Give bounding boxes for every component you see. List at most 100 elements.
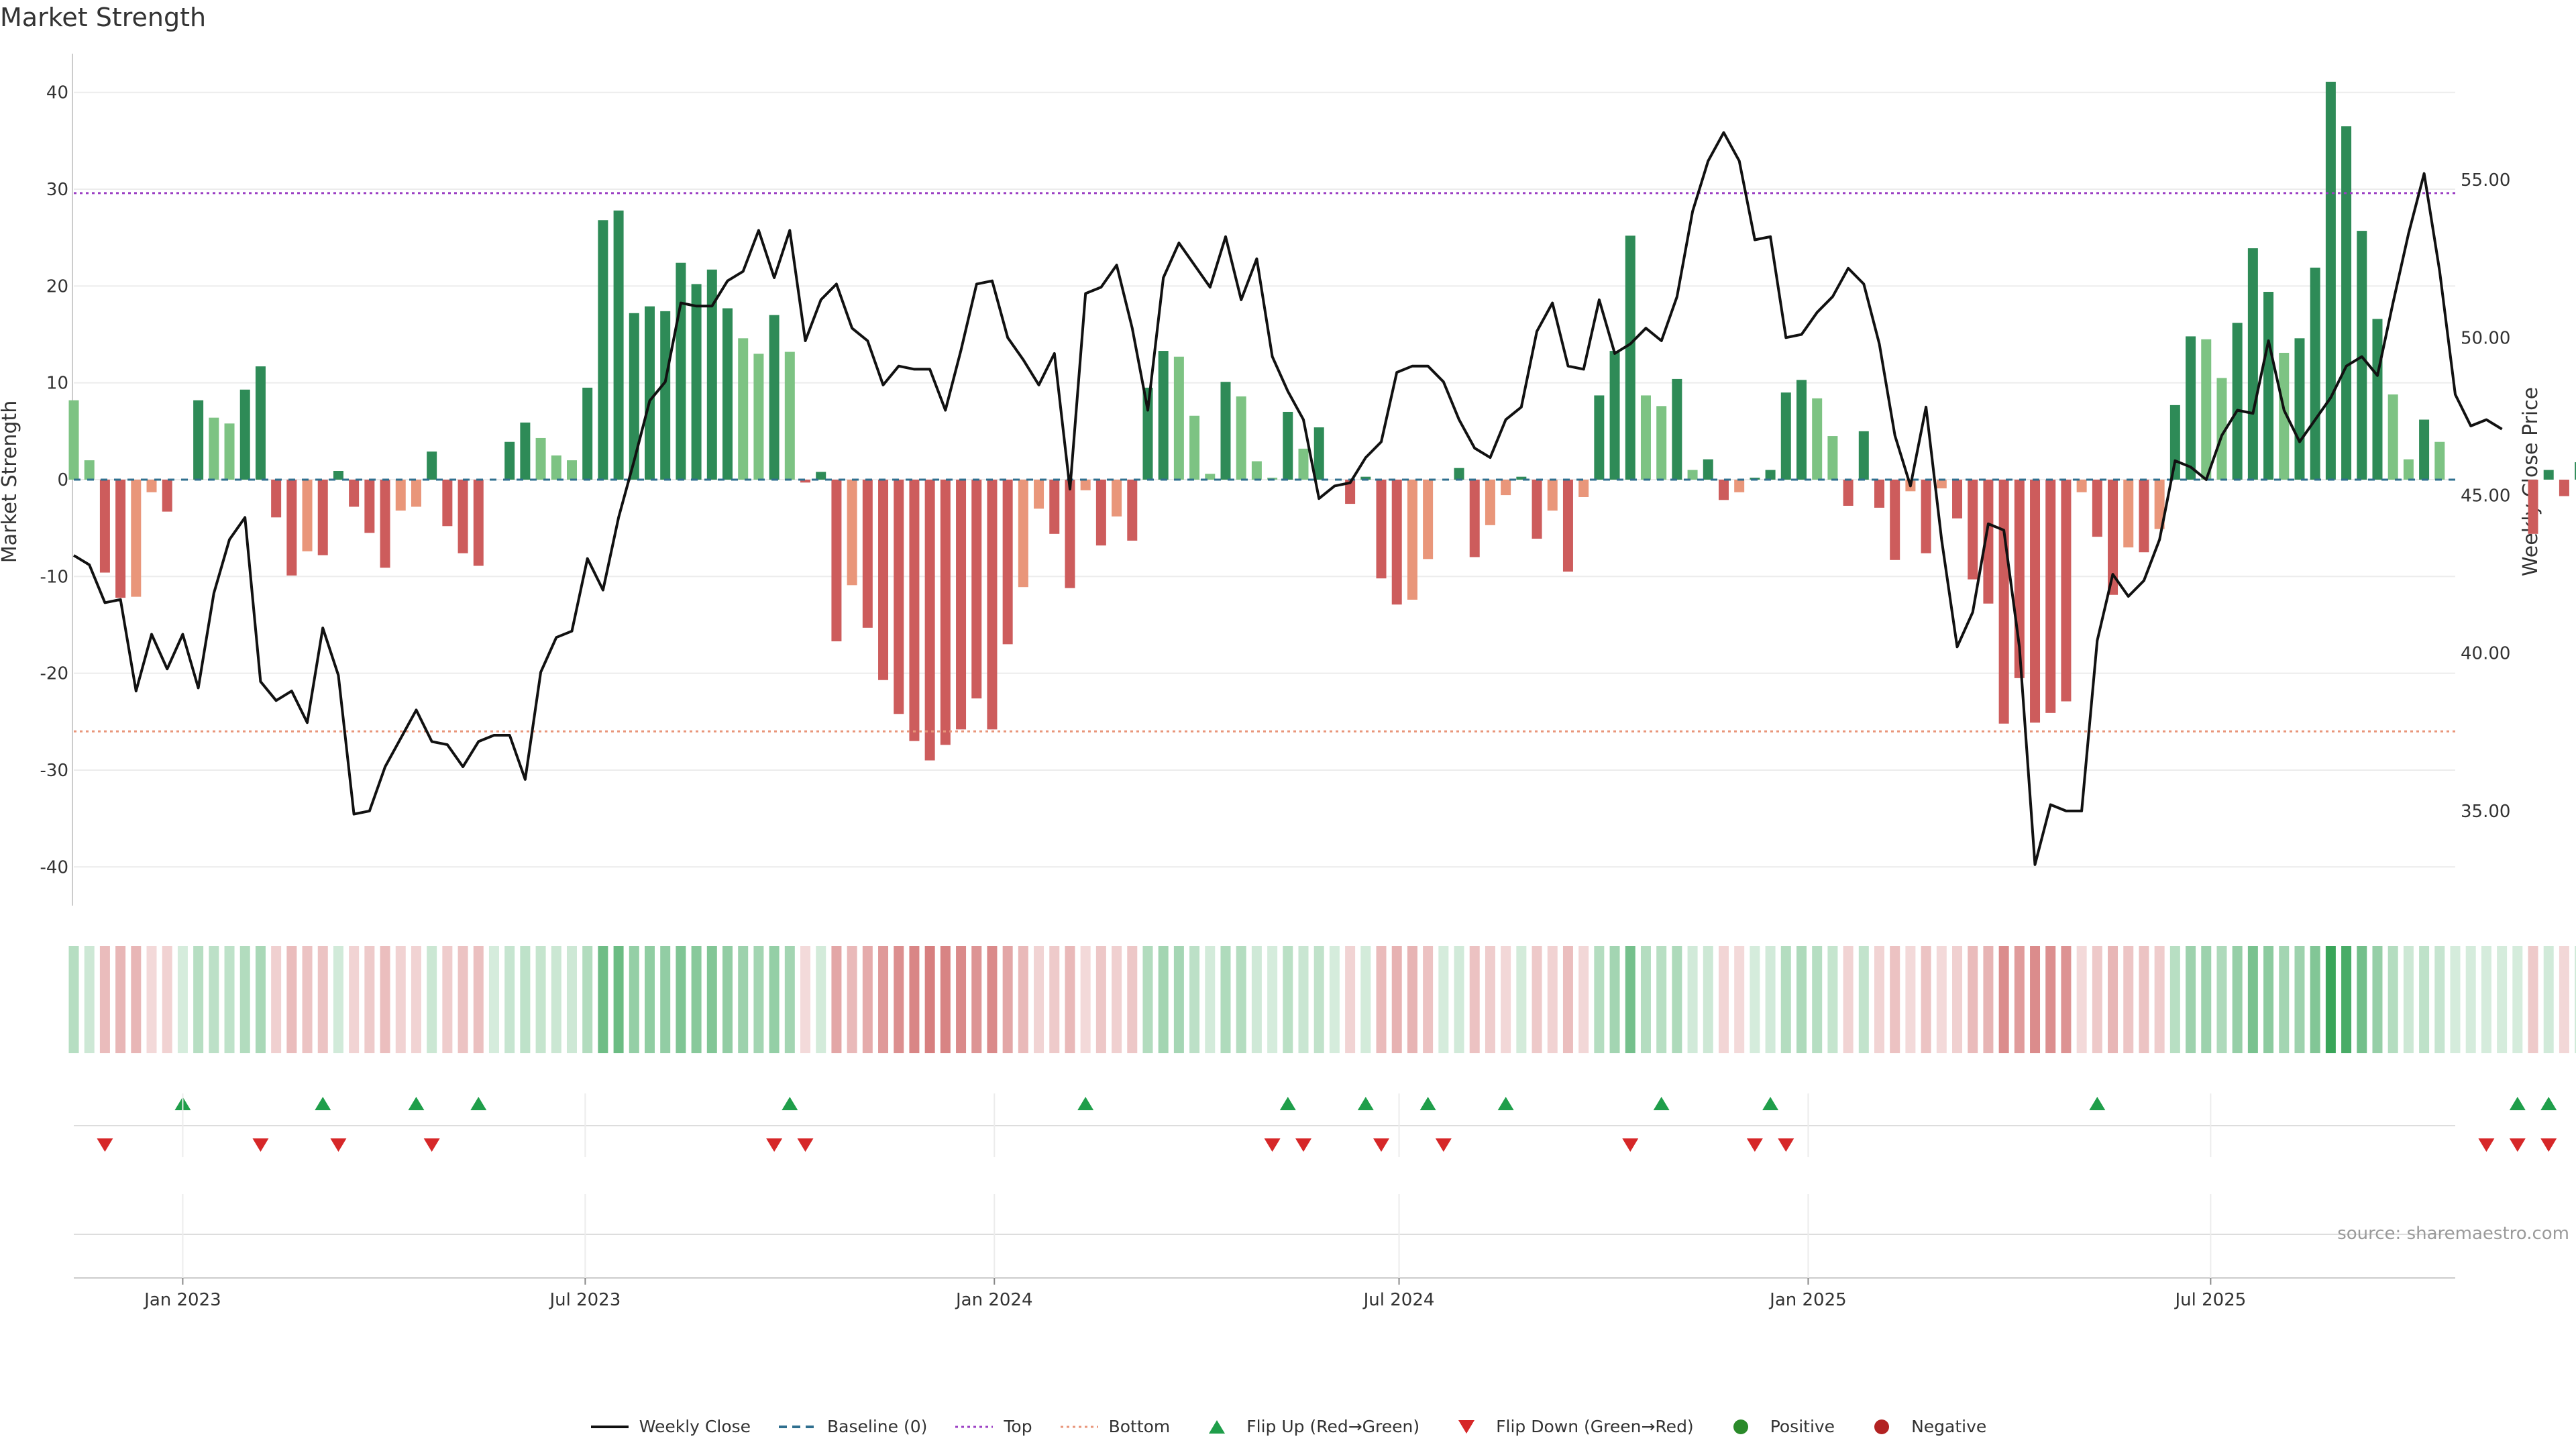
heat-cell (831, 946, 842, 1053)
strength-bar (1532, 480, 1542, 539)
legend-item: Positive (1721, 1417, 1835, 1436)
flip-up-marker (2540, 1097, 2557, 1110)
strength-bar (162, 480, 172, 512)
strength-bar (1936, 480, 1947, 488)
heat-cell (2014, 946, 2025, 1053)
heat-cell (2450, 946, 2461, 1053)
strength-bar (706, 269, 717, 480)
heat-cell (177, 946, 188, 1053)
flip-up-marker (1419, 1097, 1436, 1110)
strength-bar (1360, 476, 1371, 480)
strength-bar (473, 480, 484, 566)
legend-item: Flip Down (Green→Red) (1446, 1417, 1694, 1436)
heat-cell (769, 946, 780, 1053)
heat-cell (1313, 946, 1324, 1053)
heat-cell (2216, 946, 2227, 1053)
heat-cell (753, 946, 764, 1053)
strength-bar (847, 480, 857, 586)
heat-cell (1998, 946, 2009, 1053)
strength-bar (2186, 336, 2196, 480)
x-tick-label: Jan 2023 (143, 1290, 221, 1310)
heat-cell (971, 946, 982, 1053)
heat-cell (691, 946, 702, 1053)
heat-cell (2030, 946, 2041, 1053)
strength-bar (1454, 468, 1464, 480)
heat-cell (2169, 946, 2180, 1053)
dot-swatch-icon (1874, 1419, 1890, 1434)
x-tick-label: Jan 2024 (955, 1290, 1033, 1310)
heat-cell (2512, 946, 2523, 1053)
strength-bar (2528, 480, 2538, 534)
y-tick-label: -10 (40, 567, 68, 587)
heat-cell (1049, 946, 1060, 1053)
strength-bar (1049, 480, 1060, 534)
y2-tick-label: 40.00 (2461, 644, 2510, 664)
legend-label: Baseline (0) (827, 1417, 928, 1436)
heat-cell (520, 946, 531, 1053)
strength-bar (1625, 235, 1635, 480)
heat-cell (1843, 946, 1854, 1053)
heat-cell (2575, 946, 2576, 1053)
strength-bar (691, 284, 702, 480)
strength-bar (1391, 480, 1402, 605)
strength-bar (1034, 480, 1044, 509)
dot-line-swatch-icon (1060, 1426, 1098, 1428)
x-tick-label: Jul 2025 (2174, 1290, 2246, 1310)
heat-cell (2139, 946, 2149, 1053)
strength-bar (1983, 480, 1994, 604)
heat-cell (566, 946, 577, 1053)
heat-cell (1827, 946, 1838, 1053)
heat-cell (2247, 946, 2258, 1053)
strength-bar (1827, 436, 1838, 480)
heat-cell (2341, 946, 2352, 1053)
heat-cell (1968, 946, 1978, 1053)
heat-cell (1516, 946, 1527, 1053)
heat-cell (878, 946, 889, 1053)
strength-bar (1874, 480, 1885, 508)
strength-bar (644, 306, 655, 480)
heat-cell (68, 946, 79, 1053)
strength-bar (1345, 480, 1356, 504)
strength-bar (1843, 480, 1854, 506)
heat-cell (224, 946, 235, 1053)
heat-cell (1391, 946, 1402, 1053)
strength-bar (2201, 339, 2212, 480)
strength-bar (504, 441, 515, 480)
strength-bar (131, 480, 142, 597)
flip-down-marker (2478, 1138, 2495, 1152)
strength-bar (1251, 461, 1262, 480)
heat-cell (1532, 946, 1542, 1053)
heat-cell (1672, 946, 1682, 1053)
heat-cell (1921, 946, 1931, 1053)
strength-bar (84, 460, 95, 480)
heat-cell (924, 946, 935, 1053)
strength-bar (2030, 480, 2041, 723)
strength-bar (317, 480, 328, 555)
heat-cell (987, 946, 998, 1053)
heat-cell (1687, 946, 1698, 1053)
y-tick-label: 0 (57, 470, 68, 490)
strength-bar (800, 480, 811, 483)
strength-bar (566, 460, 577, 480)
heat-cell (1267, 946, 1278, 1053)
strength-bar (1656, 406, 1667, 480)
strength-bar (99, 480, 110, 573)
heat-cell (2154, 946, 2165, 1053)
heat-cell (84, 946, 95, 1053)
heat-cell (862, 946, 873, 1053)
flip-up-marker (1653, 1097, 1670, 1110)
strength-bar (349, 480, 360, 507)
heat-cell (1407, 946, 1417, 1053)
heat-cell (380, 946, 390, 1053)
strength-bar (411, 480, 421, 507)
strength-bar (1687, 470, 1698, 480)
heat-cell (458, 946, 468, 1053)
heat-cell (2357, 946, 2367, 1053)
legend-item: Negative (1862, 1417, 1986, 1436)
strength-bar (924, 480, 935, 761)
heat-cell (800, 946, 811, 1053)
heat-cell (1594, 946, 1605, 1053)
flip-up-marker (1357, 1097, 1374, 1110)
strength-bar (676, 262, 686, 480)
